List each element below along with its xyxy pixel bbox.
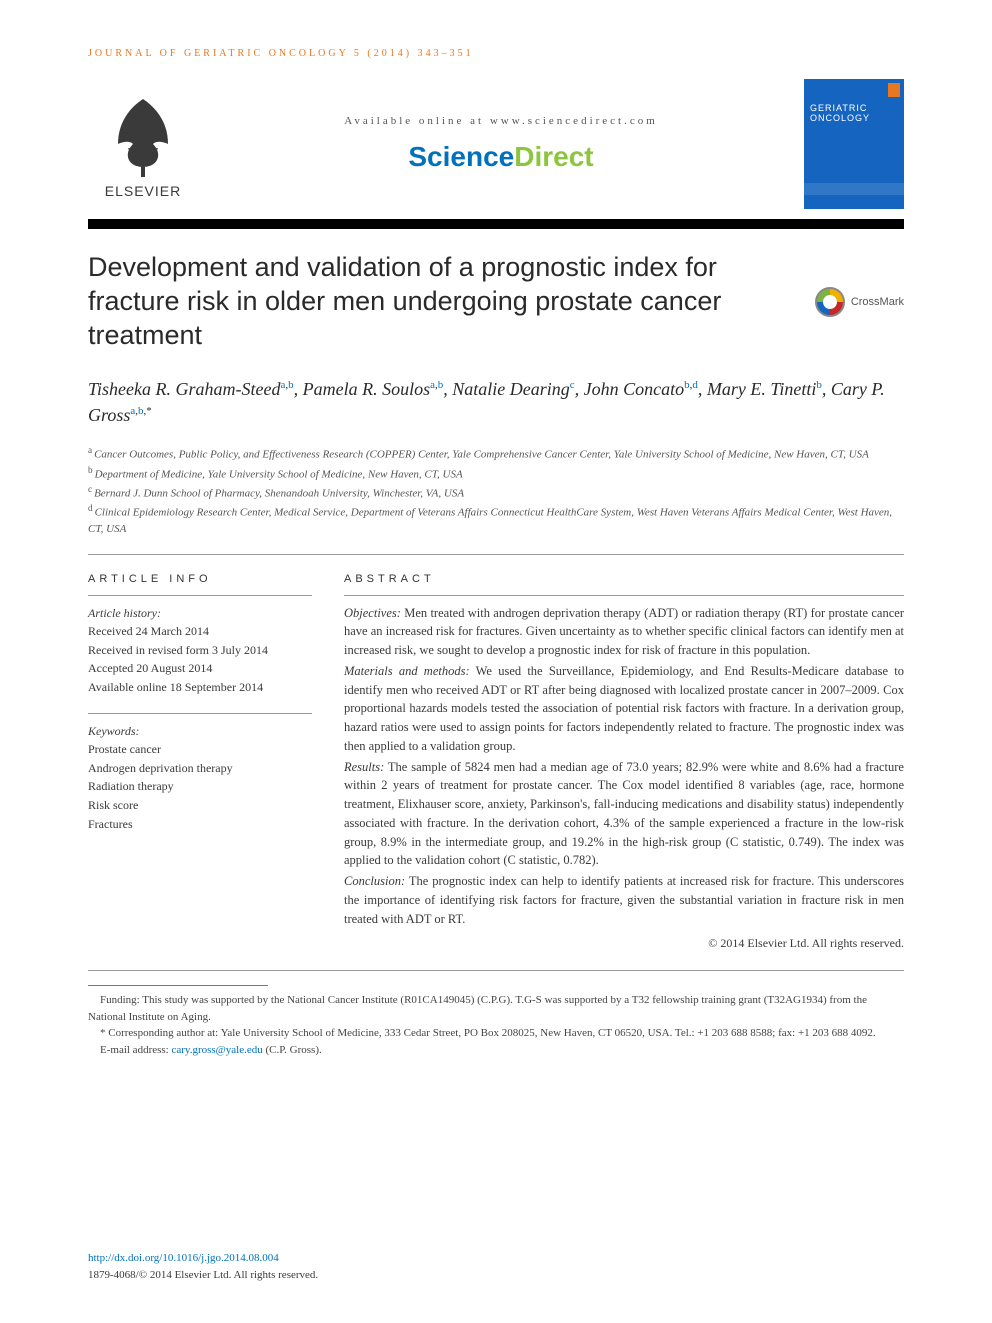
sciencedirect-logo[interactable]: ScienceDirect [198,141,804,173]
cover-badge-icon [888,83,900,97]
email-label: E-mail address: [100,1044,171,1056]
keywords-block: Keywords: Prostate cancerAndrogen depriv… [88,713,312,834]
abstract-conclusion: Conclusion: The prognostic index can hel… [344,872,904,928]
abstract-methods: Materials and methods: We used the Surve… [344,662,904,756]
journal-reference: JOURNAL OF GERIATRIC ONCOLOGY 5 (2014) 3… [88,48,904,59]
sd-part2: Direct [514,141,593,172]
crossmark-widget[interactable]: CrossMark [815,287,904,317]
abstract-objectives: Objectives: Men treated with androgen de… [344,604,904,660]
keyword-line: Risk score [88,796,312,815]
conclusion-label: Conclusion: [344,874,405,888]
keyword-line: Radiation therapy [88,777,312,796]
article-title: Development and validation of a prognost… [88,251,768,352]
funding-note: Funding: This study was supported by the… [88,992,904,1025]
conclusion-text: The prognostic index can help to identif… [344,874,904,926]
crossmark-label: CrossMark [851,296,904,308]
cover-stripe [804,183,904,195]
history-line: Received in revised form 3 July 2014 [88,641,312,660]
objectives-text: Men treated with androgen deprivation th… [344,606,904,658]
keywords-label: Keywords: [88,722,312,741]
objectives-label: Objectives: [344,606,401,620]
methods-label: Materials and methods: [344,664,470,678]
affiliation-line: aCancer Outcomes, Public Policy, and Eff… [88,444,904,463]
results-text: The sample of 5824 men had a median age … [344,760,904,868]
abstract-body: Objectives: Men treated with androgen de… [344,595,904,953]
history-line: Received 24 March 2014 [88,622,312,641]
footnote-rule [88,985,268,986]
history-label: Article history: [88,604,312,623]
divider [88,970,904,971]
article-info-heading: ARTICLE INFO [88,573,312,585]
issn-copyright: 1879-4068/© 2014 Elsevier Ltd. All right… [88,1269,318,1281]
masthead-row: ELSEVIER Available online at www.science… [88,79,904,209]
affiliation-line: bDepartment of Medicine, Yale University… [88,464,904,483]
email-note: E-mail address: cary.gross@yale.edu (C.P… [88,1042,904,1059]
results-label: Results: [344,760,384,774]
doi-link[interactable]: http://dx.doi.org/10.1016/j.jgo.2014.08.… [88,1252,279,1264]
history-line: Available online 18 September 2014 [88,678,312,697]
affiliation-line: dClinical Epidemiology Research Center, … [88,502,904,538]
crossmark-icon [815,287,845,317]
abstract-copyright: © 2014 Elsevier Ltd. All rights reserved… [344,934,904,952]
affiliation-line: cBernard J. Dunn School of Pharmacy, She… [88,483,904,502]
keyword-line: Fractures [88,815,312,834]
abstract-column: ABSTRACT Objectives: Men treated with an… [344,573,904,953]
corresponding-note: * Corresponding author at: Yale Universi… [88,1025,904,1042]
history-line: Accepted 20 August 2014 [88,659,312,678]
abstract-results: Results: The sample of 5824 men had a me… [344,758,904,871]
title-row: Development and validation of a prognost… [88,251,904,352]
divider-bar [88,219,904,229]
footnotes: Funding: This study was supported by the… [88,992,904,1058]
keyword-line: Prostate cancer [88,740,312,759]
availability-line: Available online at www.sciencedirect.co… [198,115,804,127]
history-lines: Received 24 March 2014Received in revise… [88,622,312,696]
author-list: Tisheeka R. Graham-Steeda,b, Pamela R. S… [88,376,904,428]
page-footer: http://dx.doi.org/10.1016/j.jgo.2014.08.… [88,1250,318,1283]
elsevier-tree-icon [98,89,188,179]
cover-title: GERIATRIC ONCOLOGY [810,103,898,123]
divider [88,554,904,555]
info-abstract-row: ARTICLE INFO Article history: Received 2… [88,573,904,953]
publisher-logo-block: ELSEVIER [88,89,198,199]
journal-cover-thumbnail: GERIATRIC ONCOLOGY [804,79,904,209]
history-block: Article history: Received 24 March 2014R… [88,595,312,697]
sciencedirect-block: Available online at www.sciencedirect.co… [198,115,804,173]
abstract-heading: ABSTRACT [344,573,904,585]
keywords-lines: Prostate cancerAndrogen deprivation ther… [88,740,312,833]
article-info-column: ARTICLE INFO Article history: Received 2… [88,573,312,953]
keyword-line: Androgen deprivation therapy [88,759,312,778]
affiliations-list: aCancer Outcomes, Public Policy, and Eff… [88,444,904,537]
email-link[interactable]: cary.gross@yale.edu [171,1044,262,1056]
publisher-label: ELSEVIER [88,183,198,199]
email-suffix: (C.P. Gross). [263,1044,322,1056]
sd-part1: Science [408,141,514,172]
